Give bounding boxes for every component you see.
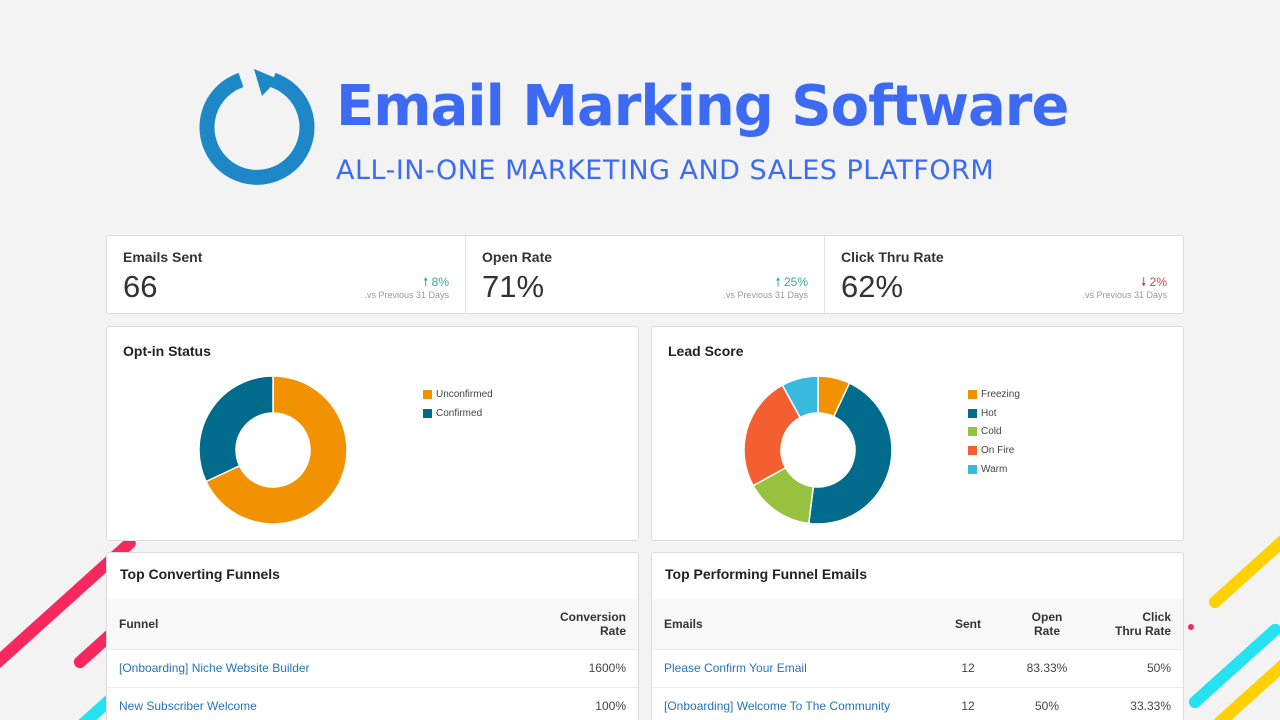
column-header-open-rate[interactable]: Open Rate [1031, 609, 1063, 638]
legend-swatch [968, 408, 977, 418]
legend-label: Hot [981, 407, 997, 419]
legend-item[interactable]: Cold [968, 422, 1020, 441]
donut-slice-hot[interactable] [807, 382, 893, 525]
emails-table: Emails Sent Open Rate Click Thru Rate Plea… [652, 599, 1183, 720]
decorative-stripe [1186, 621, 1280, 711]
funnels-table: Funnel Conversion Rate [Onboarding] Niche… [107, 599, 638, 720]
legend-swatch [968, 389, 977, 399]
donut-slice-warm[interactable] [781, 375, 819, 419]
legend-label: Warm [981, 463, 1008, 475]
lead-score-panel: Lead Score Freezing Hot Cold On Fire Warm [651, 326, 1184, 541]
optin-donut-chart [198, 375, 348, 525]
legend-label: Confirmed [436, 407, 483, 419]
column-header-click-thru-rate[interactable]: Click Thru Rate [1114, 609, 1171, 638]
donut-slice-unconfirmed[interactable] [205, 375, 348, 525]
click-rate-cell: 33.33% [1091, 686, 1183, 720]
sent-cell: 12 [933, 686, 1003, 720]
column-header-sent[interactable]: Sent [954, 616, 981, 631]
lead-score-donut-chart [743, 375, 893, 525]
table-row: New Subscriber Welcome 100% [107, 686, 638, 720]
legend-swatch [423, 389, 432, 399]
table-row: [Onboarding] Niche Website Builder 1600% [107, 648, 638, 687]
chart-legend: Unconfirmed Confirmed [423, 385, 493, 422]
arrow-up-icon: 🠕 [423, 275, 429, 289]
funnel-link[interactable]: [Onboarding] Niche Website Builder [107, 648, 482, 687]
page-title: Email Marking Software [336, 74, 1069, 139]
decorative-dot [1188, 624, 1194, 630]
panel-title: Lead Score [668, 343, 744, 359]
sent-cell: 12 [933, 648, 1003, 687]
conversion-rate-cell: 100% [481, 686, 638, 720]
stats-bar: Emails Sent 66 🠕 8% .vs Previous 31 Days… [106, 235, 1184, 314]
legend-item[interactable]: Hot [968, 404, 1020, 423]
table-header-row: Funnel Conversion Rate [107, 599, 638, 649]
legend-swatch [423, 408, 432, 418]
decorative-stripe [1206, 521, 1280, 611]
stat-open-rate: Open Rate 71% 🠕 25% .vs Previous 31 Days [466, 236, 825, 313]
donut-slice-confirmed[interactable] [198, 375, 274, 483]
top-performing-emails-panel: Top Performing Funnel Emails Emails Sent… [651, 552, 1184, 720]
conversion-rate-cell: 1600% [481, 648, 638, 687]
page-subtitle: ALL-IN-ONE MARKETING AND SALES PLATFORM [336, 155, 995, 186]
arrow-up-icon: 🠕 [775, 275, 781, 289]
table-header-row: Emails Sent Open Rate Click Thru Rate [652, 599, 1183, 649]
legend-label: Unconfirmed [436, 388, 493, 400]
stat-value: 62% [841, 269, 904, 304]
stat-value: 66 [123, 269, 158, 304]
legend-label: Freezing [981, 388, 1020, 400]
open-rate-cell: 50% [1003, 686, 1091, 720]
stat-change: 🠕 8% [423, 275, 449, 289]
panel-title: Top Performing Funnel Emails [665, 566, 867, 582]
email-link[interactable]: Please Confirm Your Email [652, 648, 933, 687]
optin-status-panel: Opt-in Status Unconfirmed Confirmed [106, 326, 639, 541]
table-row: [Onboarding] Welcome To The Community 12… [652, 686, 1183, 720]
email-link[interactable]: [Onboarding] Welcome To The Community [652, 686, 933, 720]
stat-emails-sent: Emails Sent 66 🠕 8% .vs Previous 31 Days [107, 236, 466, 313]
chart-legend: Freezing Hot Cold On Fire Warm [968, 385, 1020, 478]
top-converting-funnels-panel: Top Converting Funnels Funnel Conversion… [106, 552, 639, 720]
open-rate-cell: 83.33% [1003, 648, 1091, 687]
column-header-conversion-rate[interactable]: Conversion Rate [559, 609, 626, 638]
stat-label: Open Rate [482, 249, 553, 265]
stat-label: Click Thru Rate [841, 249, 944, 265]
legend-swatch [968, 464, 977, 474]
legend-item[interactable]: On Fire [968, 441, 1020, 460]
funnel-link[interactable]: New Subscriber Welcome [107, 686, 482, 720]
panel-title: Top Converting Funnels [120, 566, 280, 582]
stat-note: .vs Previous 31 Days [364, 290, 449, 300]
legend-item[interactable]: Unconfirmed [423, 385, 493, 404]
arrow-down-icon: 🠗 [1141, 275, 1147, 289]
stat-label: Emails Sent [123, 249, 203, 265]
stat-click-thru-rate: Click Thru Rate 62% 🠗 2% .vs Previous 31… [825, 236, 1183, 313]
donut-slice-on-fire[interactable] [743, 384, 802, 487]
legend-item[interactable]: Freezing [968, 385, 1020, 404]
legend-swatch [968, 427, 977, 437]
table-row: Please Confirm Your Email 12 83.33% 50% [652, 648, 1183, 687]
column-header-funnel[interactable]: Funnel [119, 616, 159, 631]
panel-title: Opt-in Status [123, 343, 211, 359]
legend-label: On Fire [981, 444, 1015, 456]
legend-item[interactable]: Warm [968, 460, 1020, 479]
stat-change: 🠕 25% [775, 275, 808, 289]
stat-note: .vs Previous 31 Days [723, 290, 808, 300]
legend-item[interactable]: Confirmed [423, 404, 493, 423]
click-rate-cell: 50% [1091, 648, 1183, 687]
legend-swatch [968, 445, 977, 455]
stat-change: 🠗 2% [1141, 275, 1167, 289]
column-header-emails[interactable]: Emails [664, 616, 703, 631]
legend-label: Cold [981, 426, 1002, 438]
refresh-ring-icon [199, 69, 315, 185]
stat-value: 71% [482, 269, 545, 304]
stat-note: .vs Previous 31 Days [1082, 290, 1167, 300]
